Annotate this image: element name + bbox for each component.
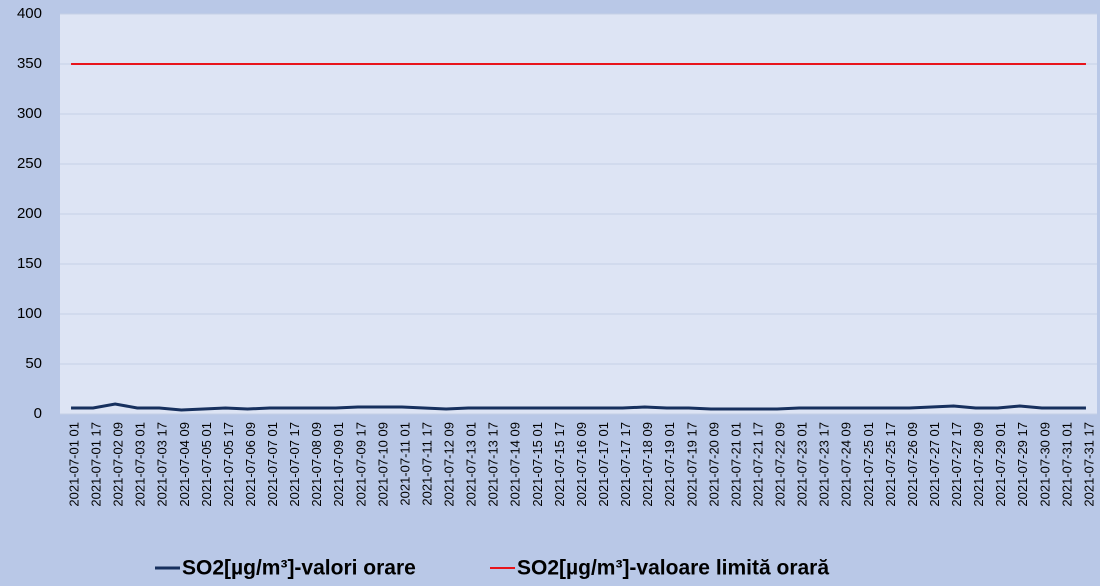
legend-label: SO2[µg/m³]-valori orare bbox=[182, 557, 416, 580]
x-tick-label: 2021-07-27 17 bbox=[949, 422, 964, 507]
x-tick-label: 2021-07-03 01 bbox=[133, 422, 148, 507]
x-tick-label: 2021-07-13 01 bbox=[464, 422, 479, 507]
x-tick-label: 2021-07-05 01 bbox=[199, 422, 214, 507]
x-tick-label: 2021-07-05 17 bbox=[221, 422, 236, 507]
x-tick-label: 2021-07-07 01 bbox=[265, 422, 280, 507]
x-tick-label: 2021-07-01 01 bbox=[66, 422, 81, 507]
x-tick-label: 2021-07-23 17 bbox=[817, 422, 832, 507]
legend-label: SO2[µg/m³]-valoare limită orară bbox=[517, 557, 829, 580]
x-tick-label: 2021-07-20 09 bbox=[706, 422, 721, 507]
x-tick-label: 2021-07-23 01 bbox=[795, 422, 810, 507]
x-tick-label: 2021-07-16 09 bbox=[574, 422, 589, 507]
y-tick-label: 50 bbox=[25, 355, 42, 372]
y-tick-label: 150 bbox=[17, 255, 42, 272]
x-tick-label: 2021-07-09 17 bbox=[353, 422, 368, 507]
x-tick-label: 2021-07-01 17 bbox=[89, 422, 104, 507]
x-tick-label: 2021-07-04 09 bbox=[177, 422, 192, 507]
series-line bbox=[71, 402, 1086, 412]
x-tick-label: 2021-07-29 17 bbox=[1015, 422, 1030, 507]
x-tick-label: 2021-07-26 09 bbox=[905, 422, 920, 507]
y-tick-label: 300 bbox=[17, 105, 42, 122]
y-tick-label: 0 bbox=[34, 405, 42, 422]
x-tick-label: 2021-07-11 01 bbox=[397, 422, 412, 506]
x-tick-label: 2021-07-17 17 bbox=[618, 422, 633, 507]
y-tick-label: 350 bbox=[17, 55, 42, 72]
x-tick-label: 2021-07-14 09 bbox=[508, 422, 523, 507]
x-tick-label: 2021-07-21 17 bbox=[750, 422, 765, 507]
x-tick-label: 2021-07-31 01 bbox=[1059, 422, 1074, 507]
x-tick-label: 2021-07-25 01 bbox=[861, 422, 876, 507]
x-tick-label: 2021-07-03 17 bbox=[155, 422, 170, 507]
x-tick-label: 2021-07-19 01 bbox=[662, 422, 677, 507]
x-tick-label: 2021-07-10 09 bbox=[375, 422, 390, 507]
x-tick-label: 2021-07-15 01 bbox=[530, 422, 545, 507]
x-tick-label: 2021-07-06 09 bbox=[243, 422, 258, 507]
x-tick-label: 2021-07-25 17 bbox=[883, 422, 898, 507]
x-tick-label: 2021-07-29 01 bbox=[993, 422, 1008, 507]
x-tick-label: 2021-07-28 09 bbox=[971, 422, 986, 507]
x-tick-label: 2021-07-21 01 bbox=[728, 422, 743, 507]
x-tick-label: 2021-07-12 09 bbox=[442, 422, 457, 507]
x-tick-label: 2021-07-09 01 bbox=[331, 422, 346, 507]
x-tick-label: 2021-07-18 09 bbox=[640, 422, 655, 507]
x-tick-label: 2021-07-19 17 bbox=[684, 422, 699, 507]
x-tick-label: 2021-07-27 01 bbox=[927, 422, 942, 507]
x-tick-label: 2021-07-11 17 bbox=[419, 422, 434, 506]
x-tick-label: 2021-07-31 17 bbox=[1081, 422, 1096, 507]
x-tick-label: 2021-07-24 09 bbox=[839, 422, 854, 507]
x-tick-label: 2021-07-17 01 bbox=[596, 422, 611, 507]
y-tick-label: 100 bbox=[17, 305, 42, 322]
x-tick-label: 2021-07-02 09 bbox=[111, 422, 126, 507]
x-tick-label: 2021-07-30 09 bbox=[1037, 422, 1052, 507]
y-tick-label: 400 bbox=[17, 5, 42, 22]
y-tick-label: 250 bbox=[17, 155, 42, 172]
x-tick-label: 2021-07-15 17 bbox=[552, 422, 567, 507]
x-tick-label: 2021-07-22 09 bbox=[773, 422, 788, 507]
y-tick-label: 200 bbox=[17, 205, 42, 222]
x-tick-label: 2021-07-08 09 bbox=[309, 422, 324, 507]
x-tick-label: 2021-07-13 17 bbox=[486, 422, 501, 507]
x-tick-label: 2021-07-07 17 bbox=[287, 422, 302, 507]
